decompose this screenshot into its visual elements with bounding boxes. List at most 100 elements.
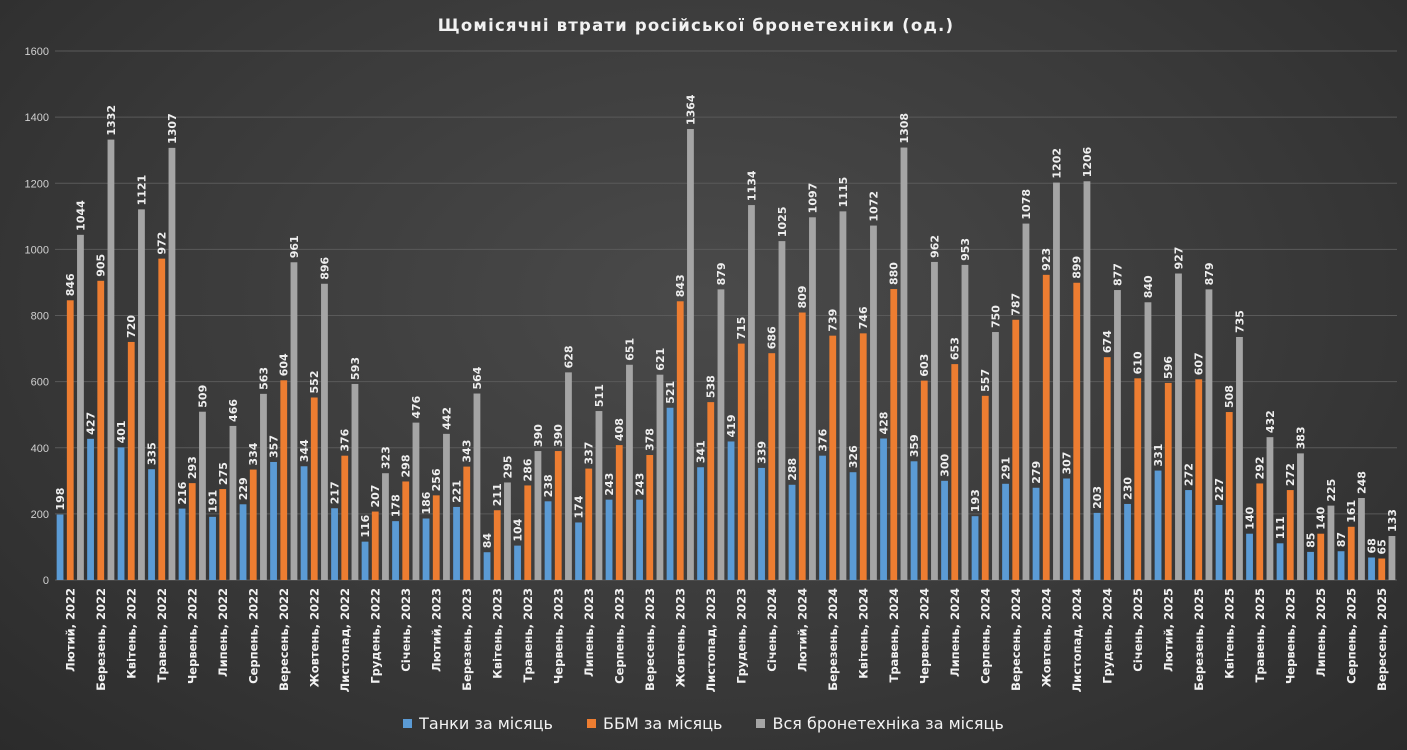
bar-tanks: [392, 521, 399, 580]
data-label-total: 735: [1233, 310, 1246, 333]
legend-swatch-ifv: [586, 719, 596, 728]
data-label-ifv: 610: [1132, 351, 1145, 374]
data-label-ifv: 809: [796, 286, 809, 309]
bar-total: [961, 264, 969, 580]
x-tick-label: Грудень, 2023: [734, 588, 748, 684]
x-tick-label: Грудень, 2022: [368, 588, 382, 684]
data-label-ifv: 972: [156, 232, 169, 255]
x-tick-label: Серпень, 2024: [978, 588, 992, 684]
y-tick-label: 1600: [25, 46, 49, 58]
x-tick-label: Лютий, 2022: [63, 588, 77, 672]
data-label-total: 628: [562, 345, 575, 368]
bar-ifv: [890, 289, 898, 580]
bar-ifv: [249, 469, 257, 580]
data-label-tanks: 186: [420, 491, 433, 514]
data-label-total: 1097: [806, 183, 819, 214]
data-label-ifv: 899: [1071, 256, 1084, 279]
bar-total: [1236, 336, 1243, 580]
x-tick-label: Липень, 2024: [948, 588, 962, 677]
bar-tanks: [56, 514, 64, 580]
bar-ifv: [188, 483, 196, 580]
x-tick-label: Жовтень, 2023: [673, 588, 687, 687]
data-label-tanks: 104: [512, 518, 525, 541]
bar-total: [412, 422, 420, 580]
bar-total: [992, 332, 999, 580]
data-label-tanks: 87: [1335, 532, 1348, 547]
bar-tanks: [361, 541, 369, 580]
bar-ifv: [1103, 357, 1111, 580]
data-label-total: 1134: [745, 170, 758, 201]
bar-tanks: [788, 484, 796, 580]
bar-tanks: [422, 518, 430, 580]
data-label-ifv: 286: [522, 458, 535, 481]
bar-ifv: [1134, 378, 1142, 580]
bar-tanks: [819, 455, 826, 580]
data-label-tanks: 272: [1183, 463, 1196, 486]
data-label-ifv: 739: [827, 309, 840, 332]
data-label-tanks: 203: [1091, 486, 1104, 509]
bar-tanks: [1032, 487, 1040, 580]
x-tick-label: Квітень, 2024: [856, 588, 870, 679]
data-label-ifv: 746: [857, 306, 870, 329]
bar-total: [77, 234, 84, 580]
bar-total: [870, 225, 877, 580]
data-label-tanks: 521: [664, 381, 677, 404]
data-label-ifv: 905: [95, 254, 108, 277]
x-tick-label: Липень, 2025: [1314, 588, 1328, 677]
data-label-tanks: 243: [634, 473, 647, 496]
bar-tanks: [575, 522, 582, 580]
y-axis-ticks: 0 200 400 600 800 1000 1200 1400 1600: [25, 46, 49, 587]
data-label-ifv: 343: [461, 440, 474, 463]
bar-tanks: [1063, 478, 1070, 580]
x-tick-label: Червень, 2022: [185, 588, 199, 684]
x-tick-label: Серпень, 2022: [246, 588, 260, 684]
x-tick-label: Квітень, 2025: [1222, 588, 1236, 679]
bar-total: [1022, 223, 1030, 580]
data-label-total: 1307: [166, 113, 179, 144]
x-tick-label: Травень, 2022: [155, 588, 169, 683]
data-label-total: 1202: [1050, 148, 1063, 179]
y-tick-label: 1200: [25, 178, 49, 190]
bar-ifv: [1012, 319, 1020, 580]
data-label-total: 1072: [867, 191, 880, 222]
data-label-total: 621: [654, 348, 667, 371]
data-label-total: 750: [989, 305, 1002, 328]
data-label-tanks: 217: [329, 481, 342, 504]
data-label-ifv: 923: [1040, 248, 1053, 271]
data-label-total: 896: [318, 256, 331, 279]
data-label-tanks: 191: [207, 490, 220, 513]
bar-ifv: [371, 511, 379, 580]
data-label-ifv: 686: [766, 326, 779, 349]
data-label-tanks: 359: [908, 434, 921, 457]
data-label-tanks: 376: [817, 428, 830, 451]
bars: [56, 129, 1396, 581]
y-tick-label: 400: [31, 443, 49, 455]
x-tick-label: Травень, 2025: [1253, 588, 1267, 683]
bar-tanks: [1307, 551, 1314, 580]
bar-total: [626, 364, 633, 580]
data-label-tanks: 229: [237, 477, 250, 500]
data-label-tanks: 111: [1274, 516, 1287, 539]
y-tick-label: 600: [31, 377, 49, 389]
bar-tanks: [1368, 557, 1375, 580]
data-label-ifv: 603: [918, 354, 931, 377]
bar-ifv: [646, 455, 654, 580]
data-label-total: 879: [715, 262, 728, 285]
bar-total: [138, 209, 145, 580]
x-tick-label: Січень, 2023: [399, 588, 413, 672]
data-label-total: 476: [410, 395, 423, 418]
data-label-tanks: 243: [603, 473, 616, 496]
x-tick-label: Квітень, 2022: [124, 588, 138, 679]
data-label-total: 962: [928, 235, 941, 258]
x-tick-label: Жовтень, 2022: [307, 588, 321, 687]
data-label-ifv: 604: [278, 353, 291, 376]
bar-tanks: [697, 467, 704, 580]
bar-tanks: [544, 501, 552, 580]
legend-swatch-total: [756, 719, 766, 728]
x-tick-label: Грудень, 2024: [1100, 588, 1114, 684]
data-label-total: 1308: [898, 113, 911, 144]
bar-ifv: [97, 280, 105, 580]
bar-total: [839, 211, 847, 580]
data-label-ifv: 65: [1376, 539, 1389, 554]
bar-ifv: [1195, 379, 1203, 580]
